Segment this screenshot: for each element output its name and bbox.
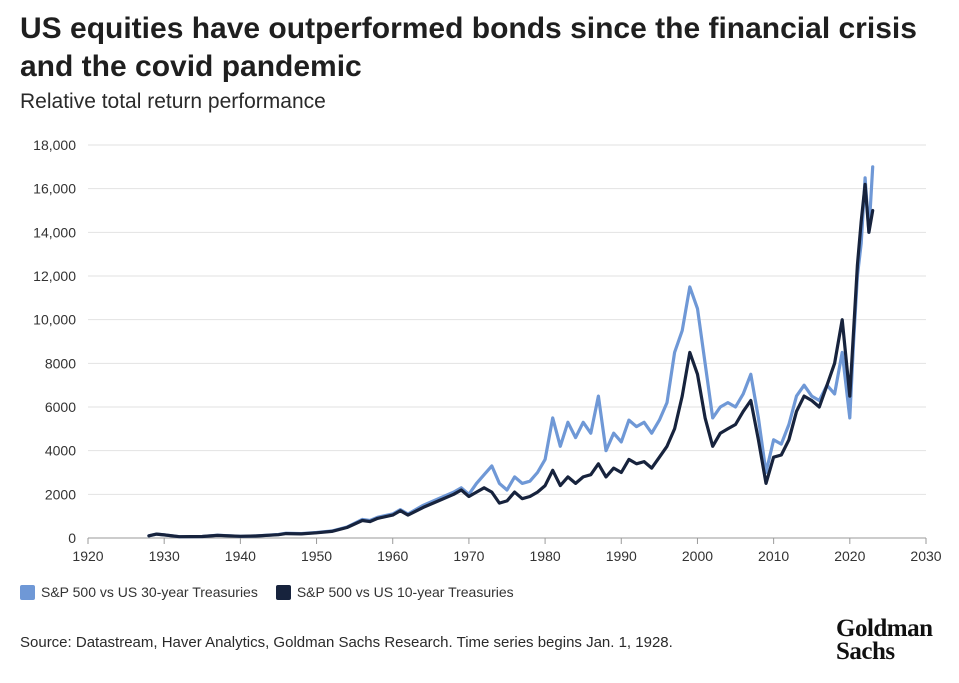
legend-swatch-30yr bbox=[20, 584, 35, 600]
legend-label-30yr: S&P 500 vs US 30-year Treasuries bbox=[41, 584, 258, 600]
x-tick-label: 1980 bbox=[530, 548, 561, 564]
chart-subtitle: Relative total return performance bbox=[20, 90, 326, 113]
logo-line-1: Goldman bbox=[836, 615, 933, 642]
series-line-10yr bbox=[147, 182, 875, 539]
y-tick-label: 4000 bbox=[45, 443, 76, 459]
x-tick-label: 1920 bbox=[72, 548, 103, 564]
legend-item-30yr: S&P 500 vs US 30-year Treasuries bbox=[20, 584, 258, 600]
goldman-sachs-logo: Goldman Sachs bbox=[836, 615, 933, 665]
x-tick-label: 2000 bbox=[682, 548, 713, 564]
chart-title: US equities have outperformed bonds sinc… bbox=[20, 12, 917, 83]
y-tick-label: 6000 bbox=[45, 399, 76, 415]
y-tick-label: 18,000 bbox=[33, 137, 76, 153]
chart-legend: S&P 500 vs US 30-year Treasuries S&P 500… bbox=[20, 584, 532, 600]
line-chart: 0 2000 4000 6000 8000 10,000 12,000 14,000 16,00… bbox=[33, 137, 942, 564]
y-tick-label: 16,000 bbox=[33, 181, 76, 197]
x-tick-label: 2020 bbox=[834, 548, 865, 564]
source-note: Source: Datastream, Haver Analytics, Gol… bbox=[20, 634, 673, 651]
x-tick-label: 2030 bbox=[910, 548, 941, 564]
y-tick-label: 0 bbox=[68, 530, 76, 546]
legend-swatch-10yr bbox=[275, 584, 291, 600]
x-tick-label: 1930 bbox=[149, 548, 180, 564]
y-tick-label: 2000 bbox=[45, 486, 76, 502]
legend-label-10yr: S&P 500 vs US 10-year Treasuries bbox=[296, 584, 514, 600]
x-tick-label: 1940 bbox=[225, 548, 256, 564]
y-tick-label: 14,000 bbox=[33, 224, 76, 240]
legend-item-10yr: S&P 500 vs US 10-year Treasuries bbox=[275, 584, 514, 600]
x-tick-label: 1970 bbox=[453, 548, 484, 564]
y-tick-label: 8000 bbox=[45, 355, 76, 371]
x-tick-label: 1990 bbox=[606, 548, 637, 564]
x-tick-label: 2010 bbox=[758, 548, 789, 564]
y-tick-label: 10,000 bbox=[33, 312, 76, 328]
x-tick-label: 1950 bbox=[301, 548, 332, 564]
x-tick-label: 1960 bbox=[377, 548, 408, 564]
logo-line-2: Sachs bbox=[836, 638, 895, 665]
y-tick-label: 12,000 bbox=[33, 268, 76, 284]
